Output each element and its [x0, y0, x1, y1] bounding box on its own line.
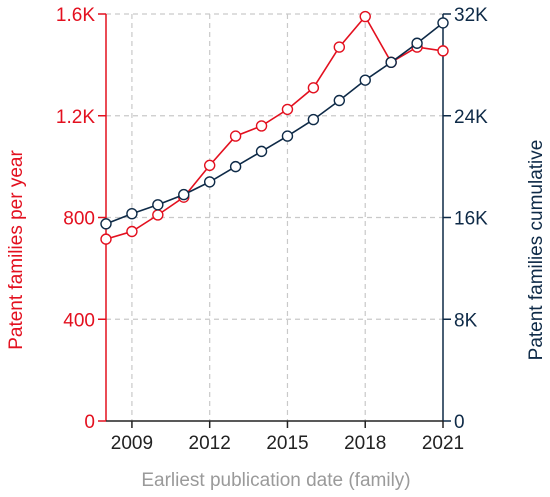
data-point-per-year — [359, 10, 371, 23]
data-point-cumulative — [100, 218, 112, 230]
series-line-cumulative — [105, 22, 444, 225]
tick-labels: 0 400 800 1.2K 1.6K 0 8K 16K 24K 32K 2009 2012 2015 2… — [56, 5, 488, 454]
y-tick-label-right: 32K — [454, 5, 488, 26]
data-point-per-year — [255, 120, 268, 132]
data-point-cumulative — [203, 176, 216, 188]
y-tick-label-left: 0 — [84, 412, 95, 433]
x-tick-label: 2009 — [111, 433, 153, 454]
y-tick-label-left: 800 — [63, 209, 95, 230]
data-point-per-year — [229, 130, 242, 142]
axes — [98, 13, 451, 428]
x-tick-label: 2012 — [189, 433, 231, 454]
data-point-cumulative — [359, 74, 371, 86]
data-point-per-year — [281, 103, 294, 116]
y-axis-title-left: Patent families per year — [6, 150, 27, 350]
data-point-cumulative — [437, 17, 449, 29]
data-point-per-year — [307, 82, 320, 94]
x-tick-label: 2015 — [266, 433, 308, 454]
data-point-per-year — [333, 41, 346, 53]
x-tick-label: 2021 — [422, 433, 464, 454]
x-tick-label: 2018 — [344, 433, 386, 454]
y-tick-label-left: 1.6K — [56, 5, 95, 26]
y-tick-label-right: 16K — [454, 209, 488, 230]
data-point-per-year — [100, 233, 112, 245]
y-tick-label-right: 0 — [454, 412, 465, 433]
data-point-cumulative — [229, 160, 242, 173]
data-point-cumulative — [178, 188, 190, 201]
data-point-cumulative — [281, 130, 294, 142]
data-point-per-year — [437, 45, 449, 57]
data-point-cumulative — [126, 207, 138, 220]
series-cumulative — [100, 17, 449, 230]
data-point-cumulative — [255, 145, 268, 158]
data-point-per-year — [203, 159, 216, 172]
data-point-cumulative — [411, 37, 423, 49]
x-axis-title: Earliest publication date (family) — [141, 470, 410, 491]
y-tick-label-left: 400 — [63, 310, 95, 331]
data-point-per-year — [152, 209, 164, 221]
data-point-cumulative — [152, 199, 164, 211]
data-point-cumulative — [385, 56, 397, 69]
series-per-year — [100, 10, 449, 245]
y-tick-label-right: 8K — [454, 310, 478, 331]
y-tick-label-left: 1.2K — [56, 107, 95, 128]
data-point-cumulative — [333, 94, 346, 107]
y-axis-title-right: Patent families cumulative — [526, 140, 547, 361]
data-point-per-year — [126, 225, 138, 238]
data-point-cumulative — [307, 113, 320, 126]
y-tick-label-right: 24K — [454, 107, 488, 128]
